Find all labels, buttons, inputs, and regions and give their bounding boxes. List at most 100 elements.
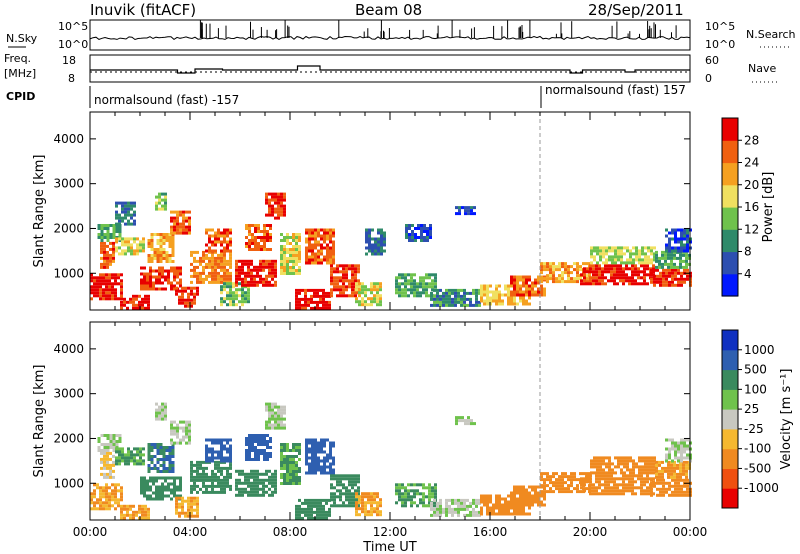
power-cell (289, 248, 292, 251)
power-cell (540, 262, 543, 266)
velocity-cell (121, 450, 124, 454)
power-cell (614, 258, 617, 262)
power-cell (673, 256, 676, 260)
velocity-cell (208, 478, 211, 482)
power-cell (422, 291, 425, 295)
power-cell (114, 282, 117, 286)
velocity-cell (650, 490, 653, 494)
velocity-cell (498, 503, 501, 507)
velocity-cell (323, 450, 326, 454)
velocity-cell (613, 480, 616, 484)
power-cell (298, 291, 301, 295)
velocity-cell (460, 501, 463, 505)
velocity-cell (286, 443, 289, 446)
power-cell (182, 228, 185, 232)
velocity-cell (342, 504, 345, 508)
velocity-cell (513, 512, 516, 516)
power-cell (330, 288, 333, 292)
power-cell (653, 252, 656, 256)
velocity-cell (269, 440, 272, 443)
velocity-cell (513, 506, 516, 510)
nave-label: Nave (748, 62, 776, 75)
velocity-cell (289, 473, 292, 476)
velocity-cell (629, 471, 632, 475)
velocity-cell (665, 481, 668, 485)
power-cell (265, 283, 268, 287)
velocity-cell (564, 490, 567, 494)
power-cell (472, 291, 475, 295)
velocity-cell (634, 474, 637, 478)
velocity-cell (250, 493, 253, 497)
power-cell (182, 213, 185, 217)
velocity-cell (596, 459, 599, 463)
velocity-cell (173, 491, 176, 495)
power-cell (226, 243, 229, 247)
power-cell (333, 288, 336, 292)
power-cell (268, 268, 271, 272)
velocity-cell (178, 514, 181, 518)
power-cell (599, 249, 602, 253)
velocity-cell (531, 488, 534, 492)
velocity-cell (199, 463, 202, 467)
velocity-cell (454, 510, 457, 514)
power-cell (653, 277, 656, 281)
velocity-cell (430, 513, 433, 517)
velocity-cell (613, 489, 616, 493)
power-cell (311, 246, 314, 250)
power-cell (376, 285, 379, 289)
velocity-cell (140, 488, 143, 492)
velocity-cell (155, 491, 158, 495)
power-cell (377, 246, 380, 250)
power-cell (348, 279, 351, 283)
velocity-cell (283, 461, 286, 464)
power-cell (229, 274, 232, 278)
velocity-ytick-label: 3000 (53, 387, 84, 401)
velocity-cell (229, 484, 232, 488)
power-cell (613, 276, 616, 280)
velocity-cell (585, 472, 588, 476)
power-cell (308, 243, 311, 247)
velocity-cell (274, 478, 277, 482)
velocity-cell (265, 426, 268, 430)
power-cell (436, 288, 439, 292)
velocity-cell (150, 467, 154, 470)
velocity-cell (199, 472, 202, 476)
power-cell (652, 264, 655, 268)
power-cell (118, 219, 121, 223)
power-cell (543, 287, 546, 291)
power-cell (181, 295, 184, 299)
velocity-cell (115, 456, 118, 460)
power-cell (377, 249, 380, 253)
power-cell (498, 284, 501, 288)
power-cell (665, 271, 668, 275)
velocity-cell (507, 494, 510, 498)
velocity-cell (351, 477, 354, 481)
velocity-colorbar-tick-label: 100 (744, 382, 767, 396)
velocity-cell (659, 478, 662, 482)
velocity-cell (635, 465, 638, 469)
power-cell (105, 276, 108, 280)
velocity-cell (106, 457, 109, 461)
velocity-cell (332, 456, 335, 460)
velocity-cell (266, 446, 269, 449)
velocity-cell (111, 483, 114, 487)
power-cell (161, 281, 164, 285)
power-cell (295, 236, 298, 239)
power-cell (322, 288, 325, 292)
velocity-cell (93, 489, 96, 493)
velocity-cell (661, 472, 664, 476)
velocity-cell (454, 507, 457, 511)
velocity-cell (683, 447, 686, 451)
power-cell (229, 243, 232, 247)
velocity-cell (608, 468, 611, 472)
velocity-cell (413, 495, 416, 499)
power-cell (229, 237, 232, 241)
velocity-cell (364, 495, 367, 499)
velocity-cell (120, 510, 123, 514)
power-cell (413, 288, 416, 292)
velocity-cell (679, 466, 682, 470)
power-cell (150, 242, 154, 245)
power-cell (283, 198, 286, 202)
power-cell (332, 252, 335, 256)
velocity-cell (640, 477, 643, 481)
